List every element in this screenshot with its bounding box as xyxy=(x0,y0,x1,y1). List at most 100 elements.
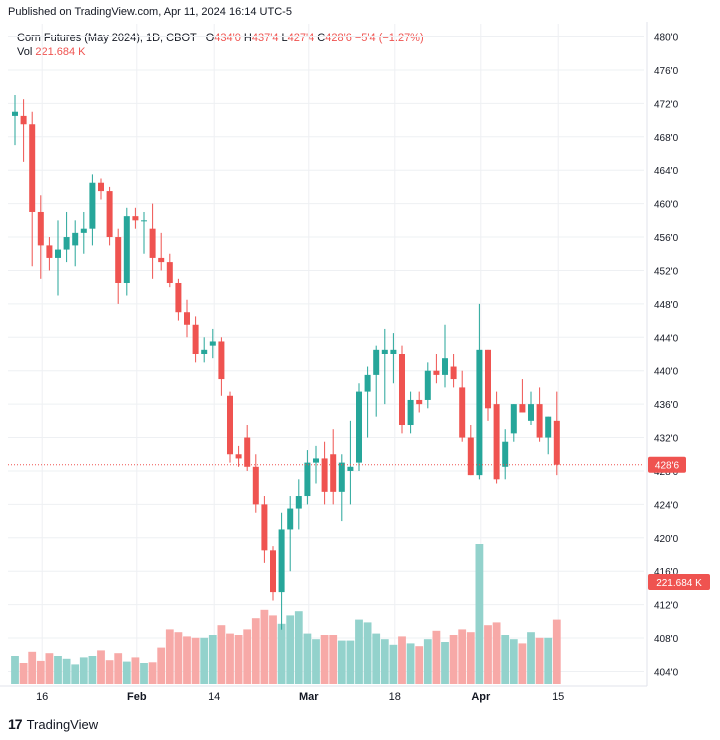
volume-bar xyxy=(260,609,269,684)
volume-bar xyxy=(234,635,243,684)
candle-body xyxy=(459,387,466,438)
candle-body xyxy=(313,458,319,463)
last-price-label: 428'6 xyxy=(655,461,680,472)
candle-body xyxy=(493,404,500,480)
y-tick-label: 460'0 xyxy=(654,200,679,211)
price-chart[interactable]: 480'0 476'0 472'0 468'0 464'0 460'0 456'0 452'0… xyxy=(0,22,720,712)
candle-body xyxy=(98,182,104,192)
volume-bar xyxy=(527,632,535,684)
y-tick-label: 456'0 xyxy=(654,233,679,244)
legend-low-value: 427'4 xyxy=(287,32,315,44)
y-tick-label: 468'0 xyxy=(654,133,679,144)
volume-bar xyxy=(157,647,166,684)
volume-bar xyxy=(415,646,424,684)
candle-body xyxy=(373,349,380,375)
candle-body xyxy=(12,111,18,116)
y-tick-label: 480'0 xyxy=(654,33,679,44)
volume-bar xyxy=(62,658,71,684)
volume-bar xyxy=(45,653,54,684)
candle-body xyxy=(184,312,190,325)
y-tick-label: 444'0 xyxy=(654,333,679,344)
volume-bar xyxy=(355,619,363,684)
y-tick-label: 412'0 xyxy=(654,601,679,612)
volume-bar xyxy=(122,661,131,684)
y-tick-label: 436'0 xyxy=(654,400,679,411)
x-tick-label: Feb xyxy=(127,691,147,703)
candle-body xyxy=(209,341,216,346)
tradingview-brand[interactable]: 17 TradingView xyxy=(8,716,98,732)
volume-bar xyxy=(114,653,123,684)
volume-bar xyxy=(140,663,148,684)
volume-bar xyxy=(398,636,406,684)
legend-volume-row: Vol 221.684 K xyxy=(17,45,424,59)
y-tick-label: 440'0 xyxy=(654,367,679,378)
y-tick-label: 408'0 xyxy=(654,634,679,645)
last-volume-label: 221.684 K xyxy=(656,578,702,589)
tradingview-logo-icon: 17 xyxy=(8,716,23,732)
candle-body xyxy=(536,404,543,438)
candle-body xyxy=(321,458,328,492)
volume-bar xyxy=(105,660,114,684)
legend-low-label: L xyxy=(281,32,288,44)
x-tick-label: 18 xyxy=(389,691,401,703)
candle-body xyxy=(347,466,354,471)
volume-bar xyxy=(251,618,260,684)
legend-symbol[interactable]: Corn Futures (May 2024), 1D, CBOT xyxy=(17,32,197,44)
candle-body xyxy=(450,366,457,380)
volume-bar xyxy=(492,622,501,684)
candle-body xyxy=(485,349,491,409)
candle-body xyxy=(46,245,53,258)
y-tick-label: 416'0 xyxy=(654,567,679,578)
candle-body xyxy=(510,404,517,434)
candle-body xyxy=(528,404,534,421)
candle-body xyxy=(381,349,388,354)
candle-body xyxy=(390,349,397,354)
candle-body xyxy=(304,462,311,497)
y-tick-label: 424'0 xyxy=(654,500,679,511)
candle-body xyxy=(416,399,423,405)
candle-body xyxy=(330,454,337,492)
volume-bar xyxy=(36,660,45,684)
candle-body xyxy=(141,220,147,222)
legend-open-label: O xyxy=(205,32,215,44)
volume-bar xyxy=(449,635,458,684)
x-tick-label: 16 xyxy=(36,691,48,703)
legend-ohlc-row: Corn Futures (May 2024), 1D, CBOT O434'0… xyxy=(17,31,424,45)
candle-body xyxy=(149,228,156,258)
volume-bar xyxy=(165,629,174,684)
candle-body xyxy=(123,216,130,283)
volume-bar xyxy=(19,663,28,684)
candle-body xyxy=(476,349,483,476)
x-tick-label: Apr xyxy=(471,691,491,703)
volume-bar xyxy=(363,622,372,684)
volume-bar xyxy=(131,657,140,684)
volume-bar xyxy=(148,662,157,684)
volume-bar xyxy=(544,637,553,684)
volume-bar xyxy=(552,619,561,684)
volume-bar xyxy=(269,615,277,684)
candle-body xyxy=(364,374,371,392)
volume-bar xyxy=(183,636,191,684)
candle-body xyxy=(442,358,448,375)
volume-bar xyxy=(423,639,432,684)
candle-body xyxy=(192,324,199,354)
candle-body xyxy=(106,191,113,238)
candle-body xyxy=(72,232,79,246)
candle-body xyxy=(158,257,165,263)
candle-body xyxy=(270,550,276,593)
volume-bar xyxy=(294,611,303,684)
candle-body xyxy=(175,282,182,313)
candle-body xyxy=(399,354,405,426)
candle-body xyxy=(356,391,362,463)
volume-bar xyxy=(303,633,312,684)
volume-bar xyxy=(466,632,475,684)
volume-bar xyxy=(217,625,226,684)
legend-open-value: 434'0 xyxy=(214,32,241,44)
volume-bar xyxy=(11,656,19,684)
volume-bar xyxy=(432,630,441,684)
legend-high-value: 437'4 xyxy=(251,32,279,44)
volume-bar xyxy=(97,650,105,684)
candle-body xyxy=(80,228,87,233)
volume-bar xyxy=(372,633,381,684)
volume-bar xyxy=(88,656,97,684)
